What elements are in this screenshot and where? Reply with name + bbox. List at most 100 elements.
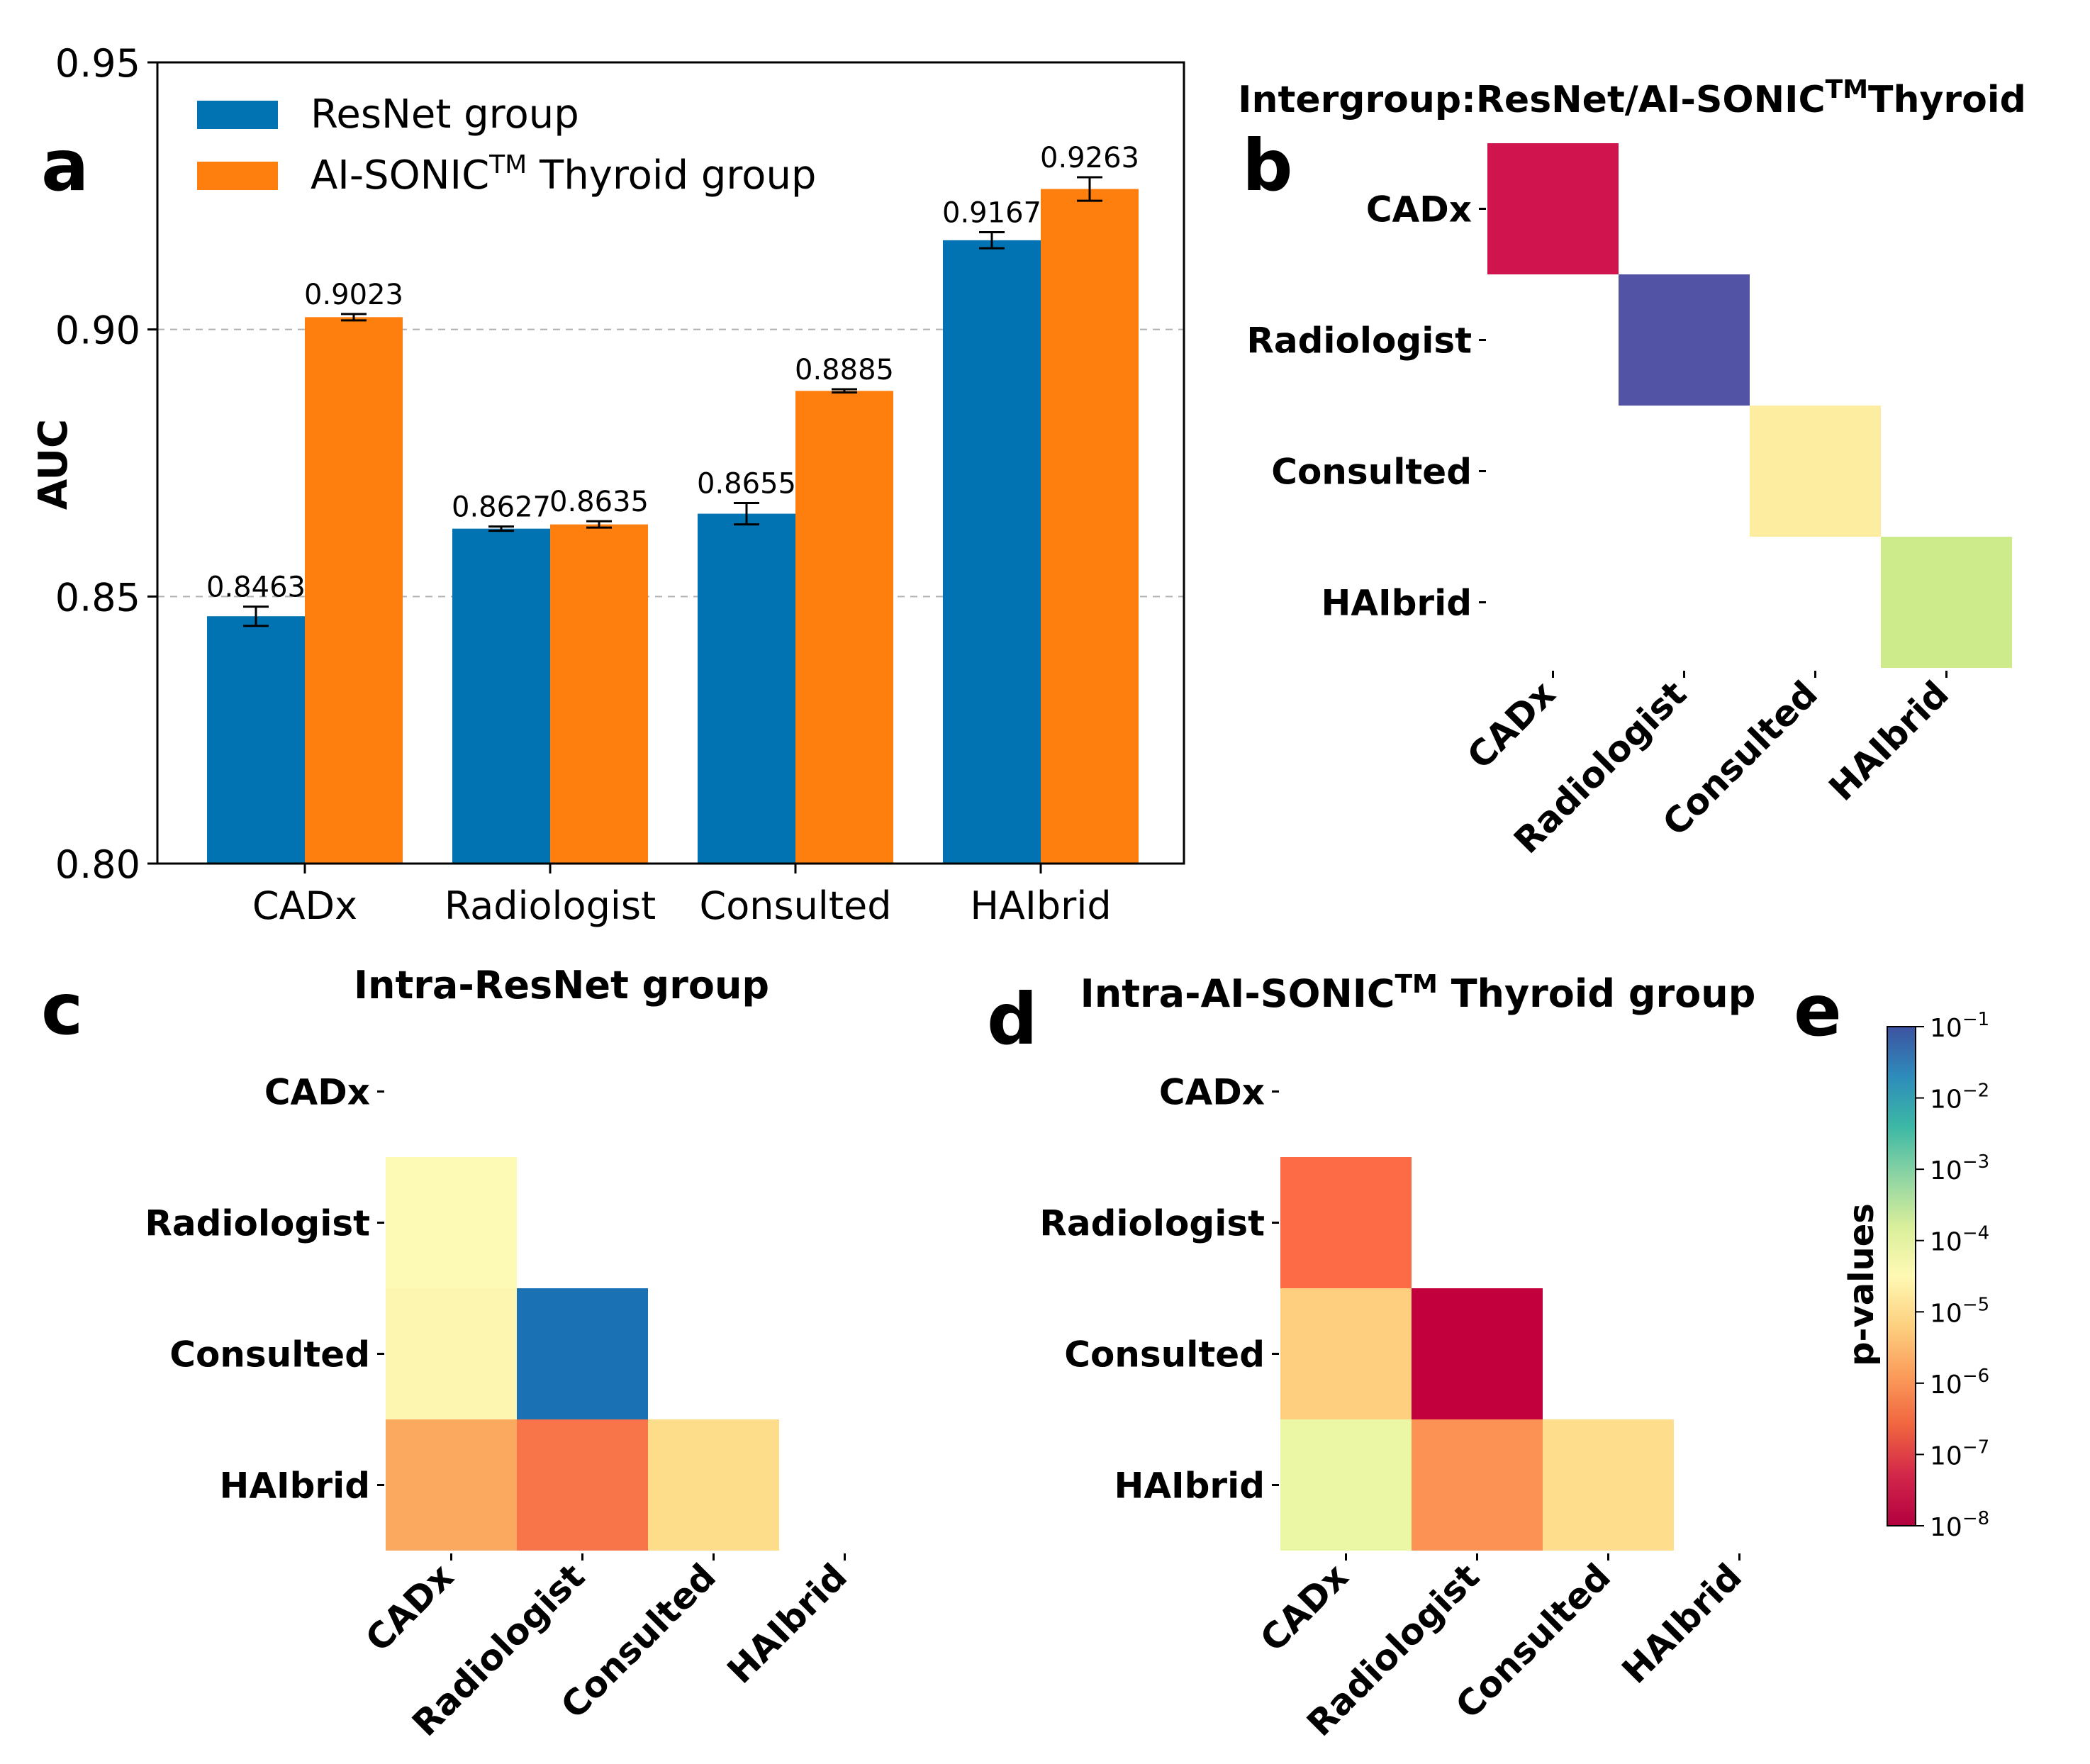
heatmap-cell (386, 1288, 517, 1419)
y-tick-label: Radiologist (1246, 320, 1472, 362)
bar-resnet-radiologist (452, 528, 550, 864)
legend-label-aisonic-post: Thyroid group (527, 152, 816, 199)
heatmap-cell (386, 1419, 517, 1551)
x-tick-label: Consulted (699, 883, 891, 928)
colorbar-tick-label: 10−6 (1930, 1366, 1989, 1400)
colorbar-tick-label: 10−3 (1930, 1151, 1989, 1185)
y-tick-label: CADx (1159, 1072, 1265, 1113)
tick-base: 10 (1930, 1014, 1962, 1043)
data-label: 0.8655 (697, 468, 796, 501)
y-tick-label: Consulted (1064, 1334, 1265, 1375)
y-axis-ticks: 0.80 0.85 0.90 0.95 (55, 41, 157, 887)
y-tick-label: HAIbrid (219, 1466, 370, 1507)
legend-label-aisonic: AI-SONICTM Thyroid group (311, 150, 816, 199)
legend-swatch-aisonic (197, 162, 278, 190)
panel-d-intra-aisonic-heatmap: Intra-AI-SONICTM Thyroid group CADx Radio… (1039, 970, 1755, 1744)
panel-d-title: Intra-AI-SONICTM Thyroid group (1080, 970, 1756, 1016)
y-tick-label: 0.90 (55, 308, 140, 353)
heatmap-cells (1280, 1157, 1674, 1551)
legend-label-aisonic-pre: AI-SONIC (311, 152, 489, 199)
bars (207, 189, 1139, 864)
plot-frame (156, 61, 1185, 865)
y-tick-label: Consulted (169, 1334, 370, 1375)
panel-c-title: Intra-ResNet group (354, 963, 769, 1007)
y-tick-label: Radiologist (145, 1203, 370, 1244)
colorbar-label: p-values (1842, 1203, 1882, 1366)
tick-base: 10 (1930, 1156, 1962, 1185)
y-axis-ticks: CADx Radiologist Consulted HAIbrid (145, 1072, 384, 1507)
panel-b-title: Intergroup:ResNet/AI-SONICTMThyroid (1238, 75, 2026, 121)
colorbar-tick-label: 10−2 (1930, 1081, 1989, 1115)
legend-label-resnet: ResNet group (311, 91, 579, 138)
tick-base: 10 (1930, 1441, 1962, 1470)
tick-base: 10 (1930, 1299, 1962, 1328)
x-tick-label: Radiologist (445, 883, 656, 928)
bar-resnet-consulted (698, 513, 795, 864)
heatmap-cell (648, 1419, 779, 1551)
tick-exponent: −5 (1962, 1294, 1989, 1315)
y-tick-label: CADx (264, 1072, 370, 1113)
legend-swatch-resnet (197, 101, 278, 129)
bar-aisonic-cadx (305, 317, 403, 864)
x-tick-label: HAIbrid (970, 883, 1111, 928)
colorbar-tick-label: 10−7 (1930, 1436, 1989, 1470)
colorbar-tick-label: 10−5 (1930, 1294, 1989, 1328)
heatmap-cell (1750, 406, 1881, 537)
panel-letter-b: b (1242, 124, 1293, 207)
error-bars (243, 176, 1102, 627)
data-label: 0.8627 (452, 491, 551, 524)
heatmap-cell (1619, 274, 1750, 406)
panel-b-title-post: Thyroid (1868, 79, 2026, 121)
panel-d-title-post: Thyroid group (1438, 971, 1755, 1016)
colorbar-ticks: 10−110−210−310−410−510−610−710−8 (1916, 1009, 1989, 1542)
tick-exponent: −8 (1962, 1508, 1989, 1529)
tick-exponent: −7 (1962, 1436, 1989, 1458)
x-tick-label: CADx (358, 1556, 462, 1659)
bar-aisonic-haibrid (1041, 189, 1139, 864)
colorbar-tick-label: 10−4 (1930, 1223, 1989, 1257)
x-tick-label: HAIbrid (1614, 1556, 1750, 1691)
tick-base: 10 (1930, 1371, 1962, 1400)
colorbar-gradient (1887, 1026, 1916, 1526)
x-tick-label: CADx (252, 883, 357, 928)
panel-e-colorbar: 10−110−210−310−410−510−610−710−8 p-value… (1842, 1009, 1989, 1542)
data-label: 0.9263 (1040, 142, 1139, 174)
data-label: 0.9167 (942, 197, 1041, 230)
colorbar-tick-label: 10−1 (1930, 1009, 1989, 1043)
data-label: 0.9023 (304, 279, 403, 311)
heatmap-cell (1412, 1288, 1543, 1419)
tick-base: 10 (1930, 1085, 1962, 1115)
heatmap-cell (1881, 537, 2012, 668)
bar-resnet-cadx (207, 616, 305, 864)
panel-b-intergroup-heatmap: Intergroup:ResNet/AI-SONICTMThyroid CADx… (1238, 75, 2026, 861)
heatmap-cells (1487, 143, 2012, 668)
heatmap-cell (386, 1157, 517, 1288)
y-axis-label: AUC (30, 419, 77, 510)
heatmap-cells (386, 1157, 779, 1551)
trademark-superscript: TM (488, 150, 527, 179)
bar-resnet-haibrid (943, 240, 1041, 864)
panel-c-intra-resnet-heatmap: Intra-ResNet group CADx Radiologist Consul… (145, 963, 855, 1744)
y-tick-label: 0.95 (55, 41, 140, 86)
heatmap-cell (1280, 1157, 1412, 1288)
heatmap-cell (517, 1288, 648, 1419)
panel-d-title-pre: Intra-AI-SONIC (1080, 971, 1395, 1016)
panel-letter-c: c (41, 968, 83, 1051)
heatmap-cell (1280, 1288, 1412, 1419)
y-tick-label: 0.85 (55, 575, 140, 620)
colorbar-tick-label: 10−8 (1930, 1508, 1989, 1542)
tick-exponent: −4 (1962, 1223, 1989, 1244)
tick-exponent: −1 (1962, 1009, 1989, 1030)
panel-letter-d: d (987, 978, 1038, 1061)
heatmap-cell (1543, 1419, 1674, 1551)
x-tick-label: CADx (1253, 1556, 1356, 1659)
heatmap-cell (1280, 1419, 1412, 1551)
y-tick-label: Radiologist (1039, 1203, 1265, 1244)
data-label: 0.8885 (795, 354, 894, 386)
trademark-superscript: TM (1395, 970, 1438, 999)
tick-exponent: −2 (1962, 1081, 1989, 1102)
bar-aisonic-radiologist (550, 524, 648, 864)
